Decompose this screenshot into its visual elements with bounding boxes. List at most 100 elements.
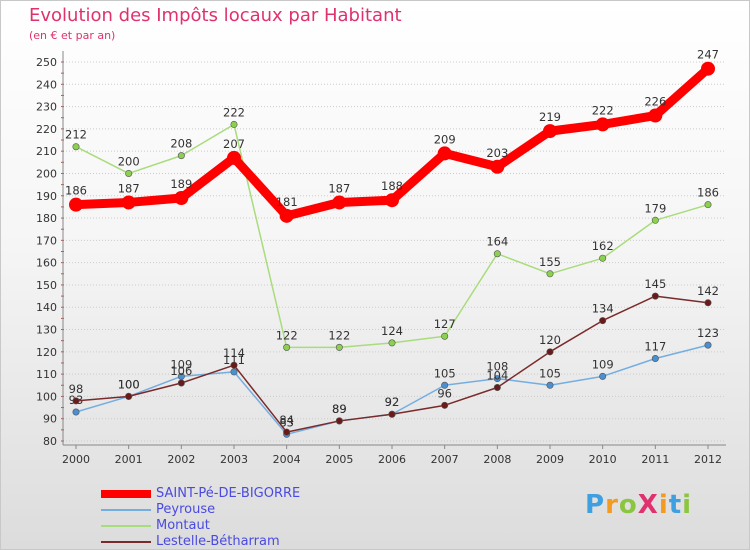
data-label: 114 bbox=[223, 346, 245, 360]
y-tick-label: 100 bbox=[36, 390, 57, 403]
legend-swatch bbox=[101, 541, 151, 543]
x-tick-label: 2009 bbox=[536, 453, 564, 466]
data-point bbox=[125, 392, 133, 400]
data-point bbox=[174, 190, 189, 205]
data-point bbox=[72, 408, 80, 416]
data-label: 155 bbox=[539, 255, 561, 269]
y-tick-label: 220 bbox=[36, 123, 57, 136]
legend-swatch bbox=[101, 509, 151, 511]
y-tick-label: 160 bbox=[36, 257, 57, 270]
data-point bbox=[543, 124, 557, 139]
y-tick-label: 170 bbox=[36, 234, 57, 247]
data-label: 134 bbox=[592, 302, 614, 316]
legend-label: Peyrouse bbox=[156, 502, 216, 517]
x-tick-label: 2003 bbox=[220, 453, 248, 466]
legend-item: Lestelle-Bétharram bbox=[101, 534, 381, 550]
data-label: 123 bbox=[697, 326, 719, 340]
data-point bbox=[69, 197, 83, 212]
data-point bbox=[72, 397, 80, 405]
data-label: 100 bbox=[118, 377, 140, 391]
x-tick-label: 2008 bbox=[483, 453, 511, 466]
data-label: 179 bbox=[644, 201, 666, 215]
data-label: 89 bbox=[332, 402, 347, 416]
data-point bbox=[335, 417, 343, 425]
data-point bbox=[493, 250, 501, 258]
data-point bbox=[546, 381, 554, 389]
y-tick-label: 110 bbox=[36, 368, 57, 381]
data-label: 187 bbox=[328, 181, 350, 195]
data-label: 187 bbox=[118, 181, 140, 195]
y-tick-label: 230 bbox=[36, 101, 57, 114]
x-tick-label: 2006 bbox=[378, 453, 406, 466]
data-point bbox=[332, 195, 347, 210]
data-point bbox=[546, 348, 554, 356]
y-tick-label: 90 bbox=[43, 413, 57, 426]
data-label: 189 bbox=[170, 177, 192, 191]
data-label: 212 bbox=[65, 128, 87, 142]
data-point bbox=[490, 159, 505, 174]
data-point bbox=[177, 152, 185, 160]
legend-label: Lestelle-Bétharram bbox=[156, 534, 280, 549]
data-point bbox=[651, 216, 659, 224]
data-point bbox=[648, 108, 663, 123]
data-label: 83 bbox=[279, 415, 294, 429]
data-label: 186 bbox=[697, 186, 719, 200]
legend-swatch bbox=[101, 490, 151, 498]
data-label: 162 bbox=[592, 239, 614, 253]
data-point bbox=[230, 120, 238, 128]
data-point bbox=[651, 355, 659, 363]
data-point bbox=[230, 368, 238, 376]
y-tick-label: 120 bbox=[36, 346, 57, 359]
data-point bbox=[283, 428, 291, 436]
data-point bbox=[493, 375, 501, 383]
chart-legend: SAINT-Pé-DE-BIGORRE Peyrouse Montaut Lestel… bbox=[101, 486, 381, 550]
data-point bbox=[651, 292, 659, 300]
data-point bbox=[388, 410, 396, 418]
data-label: 181 bbox=[276, 195, 298, 209]
data-label: 92 bbox=[385, 395, 400, 409]
x-tick-label: 2002 bbox=[167, 453, 195, 466]
x-tick-label: 2001 bbox=[115, 453, 143, 466]
data-label: 106 bbox=[170, 364, 192, 378]
data-point bbox=[441, 401, 449, 409]
y-tick-label: 180 bbox=[36, 212, 57, 225]
data-label: 222 bbox=[592, 103, 614, 117]
x-tick-label: 2010 bbox=[589, 453, 617, 466]
data-label: 203 bbox=[486, 146, 508, 160]
data-label: 105 bbox=[539, 366, 561, 380]
data-label: 111 bbox=[223, 353, 245, 367]
data-label: 122 bbox=[276, 328, 298, 342]
y-tick-label: 140 bbox=[36, 301, 57, 314]
data-point bbox=[704, 201, 712, 209]
data-label: 200 bbox=[118, 154, 140, 168]
data-label: 226 bbox=[644, 95, 666, 109]
chart-subtitle: (en € et par an) bbox=[29, 29, 116, 42]
x-tick-label: 2004 bbox=[273, 453, 301, 466]
data-point bbox=[227, 150, 241, 165]
x-tick-label: 2012 bbox=[694, 453, 722, 466]
y-tick-label: 240 bbox=[36, 78, 57, 91]
data-point bbox=[335, 343, 343, 351]
y-tick-label: 210 bbox=[36, 145, 57, 158]
data-label: 247 bbox=[697, 48, 719, 62]
data-label: 109 bbox=[592, 357, 614, 371]
y-tick-label: 80 bbox=[43, 435, 57, 448]
x-tick-label: 2000 bbox=[62, 453, 90, 466]
data-label: 207 bbox=[223, 137, 245, 151]
legend-item: Peyrouse bbox=[101, 502, 381, 518]
x-tick-label: 2007 bbox=[431, 453, 459, 466]
data-point bbox=[121, 195, 136, 210]
data-point bbox=[177, 379, 185, 387]
data-point bbox=[599, 372, 607, 380]
data-point bbox=[125, 169, 133, 177]
data-point bbox=[437, 146, 452, 161]
data-point bbox=[441, 332, 449, 340]
data-label: 92 bbox=[385, 395, 400, 409]
data-label: 127 bbox=[434, 317, 456, 331]
data-label: 84 bbox=[279, 413, 294, 427]
data-label: 208 bbox=[170, 137, 192, 151]
x-tick-label: 2011 bbox=[641, 453, 669, 466]
y-tick-label: 130 bbox=[36, 324, 57, 337]
